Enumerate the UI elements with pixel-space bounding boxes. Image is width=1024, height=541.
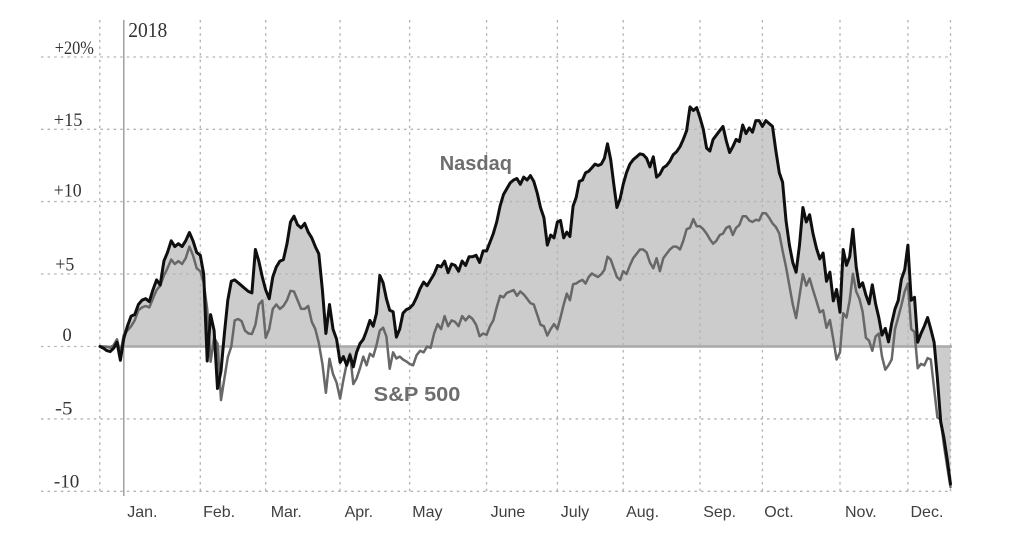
svg-text:Sep.: Sep. xyxy=(703,504,736,521)
svg-text:Jan.: Jan. xyxy=(127,504,157,521)
svg-text:Apr.: Apr. xyxy=(345,504,373,521)
svg-text:July: July xyxy=(561,504,589,521)
svg-text:Nasdaq: Nasdaq xyxy=(440,153,512,175)
svg-text:+10: +10 xyxy=(54,182,82,202)
svg-text:Dec.: Dec. xyxy=(911,504,944,521)
svg-text:Mar.: Mar. xyxy=(271,504,302,521)
svg-text:Feb.: Feb. xyxy=(203,504,235,521)
svg-text:-10: -10 xyxy=(54,473,79,493)
svg-text:May: May xyxy=(412,504,442,521)
svg-text:Nov.: Nov. xyxy=(845,504,877,521)
svg-text:Oct.: Oct. xyxy=(764,504,793,521)
svg-text:0: 0 xyxy=(63,326,72,346)
svg-text:+20%: +20% xyxy=(55,39,94,59)
svg-text:+15: +15 xyxy=(54,111,83,131)
svg-text:2018: 2018 xyxy=(128,18,167,42)
svg-text:-5: -5 xyxy=(55,400,73,420)
svg-text:June: June xyxy=(491,504,526,521)
svg-text:+5: +5 xyxy=(55,256,74,276)
svg-text:S&P 500: S&P 500 xyxy=(374,384,461,406)
svg-text:Aug.: Aug. xyxy=(626,504,659,521)
